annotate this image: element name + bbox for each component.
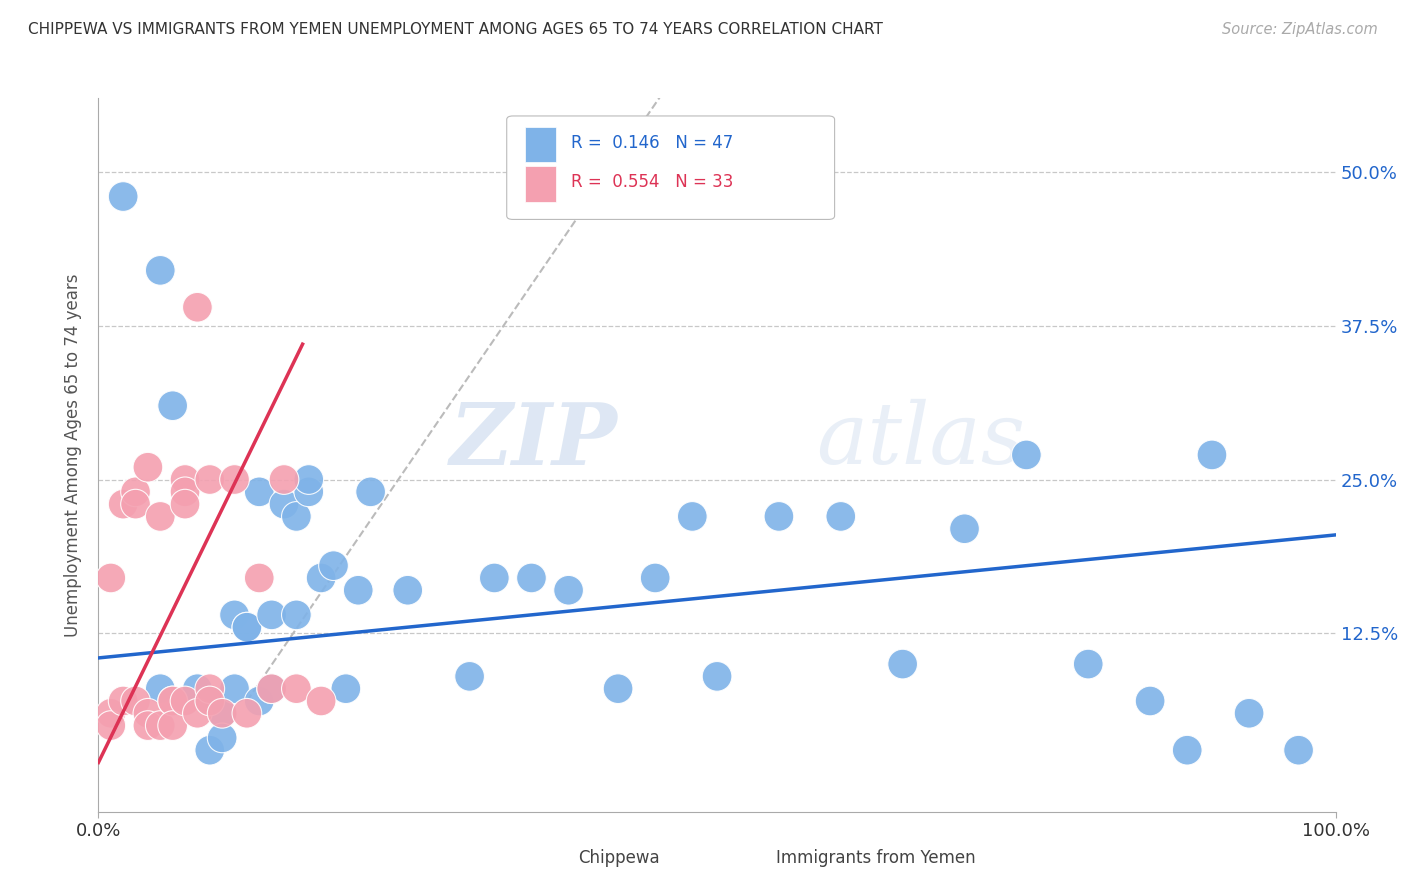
Text: atlas: atlas [815, 400, 1025, 482]
Text: R =  0.146   N = 47: R = 0.146 N = 47 [571, 134, 734, 152]
Ellipse shape [170, 686, 200, 716]
Y-axis label: Unemployment Among Ages 65 to 74 years: Unemployment Among Ages 65 to 74 years [65, 273, 83, 637]
Ellipse shape [949, 514, 980, 543]
Ellipse shape [479, 563, 509, 593]
Ellipse shape [183, 698, 212, 728]
Ellipse shape [343, 575, 373, 605]
Ellipse shape [195, 465, 225, 494]
Ellipse shape [245, 477, 274, 507]
Ellipse shape [232, 612, 262, 642]
Text: Source: ZipAtlas.com: Source: ZipAtlas.com [1222, 22, 1378, 37]
Ellipse shape [516, 563, 547, 593]
Ellipse shape [269, 490, 299, 519]
Ellipse shape [145, 673, 176, 704]
Ellipse shape [330, 673, 361, 704]
Ellipse shape [257, 673, 287, 704]
Ellipse shape [294, 477, 323, 507]
Ellipse shape [207, 698, 238, 728]
Ellipse shape [157, 391, 187, 420]
FancyBboxPatch shape [506, 116, 835, 219]
Ellipse shape [392, 575, 423, 605]
Ellipse shape [145, 711, 176, 740]
Ellipse shape [157, 686, 187, 716]
FancyBboxPatch shape [526, 166, 557, 202]
Ellipse shape [1135, 686, 1166, 716]
Ellipse shape [108, 686, 138, 716]
FancyBboxPatch shape [742, 847, 769, 869]
Ellipse shape [678, 501, 707, 532]
Ellipse shape [96, 711, 125, 740]
Ellipse shape [134, 452, 163, 482]
Ellipse shape [232, 612, 262, 642]
Ellipse shape [170, 490, 200, 519]
Ellipse shape [121, 490, 150, 519]
Ellipse shape [170, 465, 200, 494]
Ellipse shape [281, 600, 311, 630]
Ellipse shape [207, 698, 238, 728]
FancyBboxPatch shape [544, 847, 571, 869]
Text: ZIP: ZIP [450, 399, 619, 483]
Ellipse shape [294, 465, 323, 494]
Ellipse shape [887, 649, 918, 679]
Text: Chippewa: Chippewa [578, 849, 659, 867]
Ellipse shape [145, 255, 176, 285]
Ellipse shape [219, 465, 249, 494]
Ellipse shape [1197, 440, 1227, 470]
Ellipse shape [134, 698, 163, 728]
Ellipse shape [183, 673, 212, 704]
Ellipse shape [170, 477, 200, 507]
Ellipse shape [195, 686, 225, 716]
Ellipse shape [1011, 440, 1042, 470]
Ellipse shape [702, 662, 733, 691]
Ellipse shape [356, 477, 385, 507]
Ellipse shape [207, 723, 238, 753]
Ellipse shape [554, 575, 583, 605]
Ellipse shape [603, 673, 633, 704]
Ellipse shape [157, 711, 187, 740]
Ellipse shape [108, 182, 138, 211]
Ellipse shape [183, 293, 212, 322]
Ellipse shape [825, 501, 856, 532]
Ellipse shape [281, 673, 311, 704]
Ellipse shape [257, 600, 287, 630]
Ellipse shape [763, 501, 794, 532]
Ellipse shape [245, 686, 274, 716]
Ellipse shape [195, 686, 225, 716]
Text: Immigrants from Yemen: Immigrants from Yemen [776, 849, 976, 867]
Ellipse shape [319, 550, 349, 581]
Ellipse shape [232, 698, 262, 728]
Ellipse shape [454, 662, 485, 691]
Ellipse shape [121, 477, 150, 507]
Text: R =  0.554   N = 33: R = 0.554 N = 33 [571, 173, 734, 191]
Ellipse shape [1173, 735, 1202, 765]
Ellipse shape [219, 673, 249, 704]
Ellipse shape [307, 686, 336, 716]
Ellipse shape [195, 735, 225, 765]
Ellipse shape [269, 465, 299, 494]
Ellipse shape [96, 698, 125, 728]
Ellipse shape [281, 501, 311, 532]
Text: CHIPPEWA VS IMMIGRANTS FROM YEMEN UNEMPLOYMENT AMONG AGES 65 TO 74 YEARS CORRELA: CHIPPEWA VS IMMIGRANTS FROM YEMEN UNEMPL… [28, 22, 883, 37]
Ellipse shape [134, 711, 163, 740]
Ellipse shape [1284, 735, 1313, 765]
Ellipse shape [257, 673, 287, 704]
Ellipse shape [157, 686, 187, 716]
Ellipse shape [195, 673, 225, 704]
Ellipse shape [1073, 649, 1104, 679]
Ellipse shape [1234, 698, 1264, 728]
Ellipse shape [121, 686, 150, 716]
Ellipse shape [145, 501, 176, 532]
Ellipse shape [96, 563, 125, 593]
Ellipse shape [219, 600, 249, 630]
Ellipse shape [640, 563, 671, 593]
Ellipse shape [245, 563, 274, 593]
Ellipse shape [307, 563, 336, 593]
FancyBboxPatch shape [526, 127, 557, 162]
Ellipse shape [108, 490, 138, 519]
